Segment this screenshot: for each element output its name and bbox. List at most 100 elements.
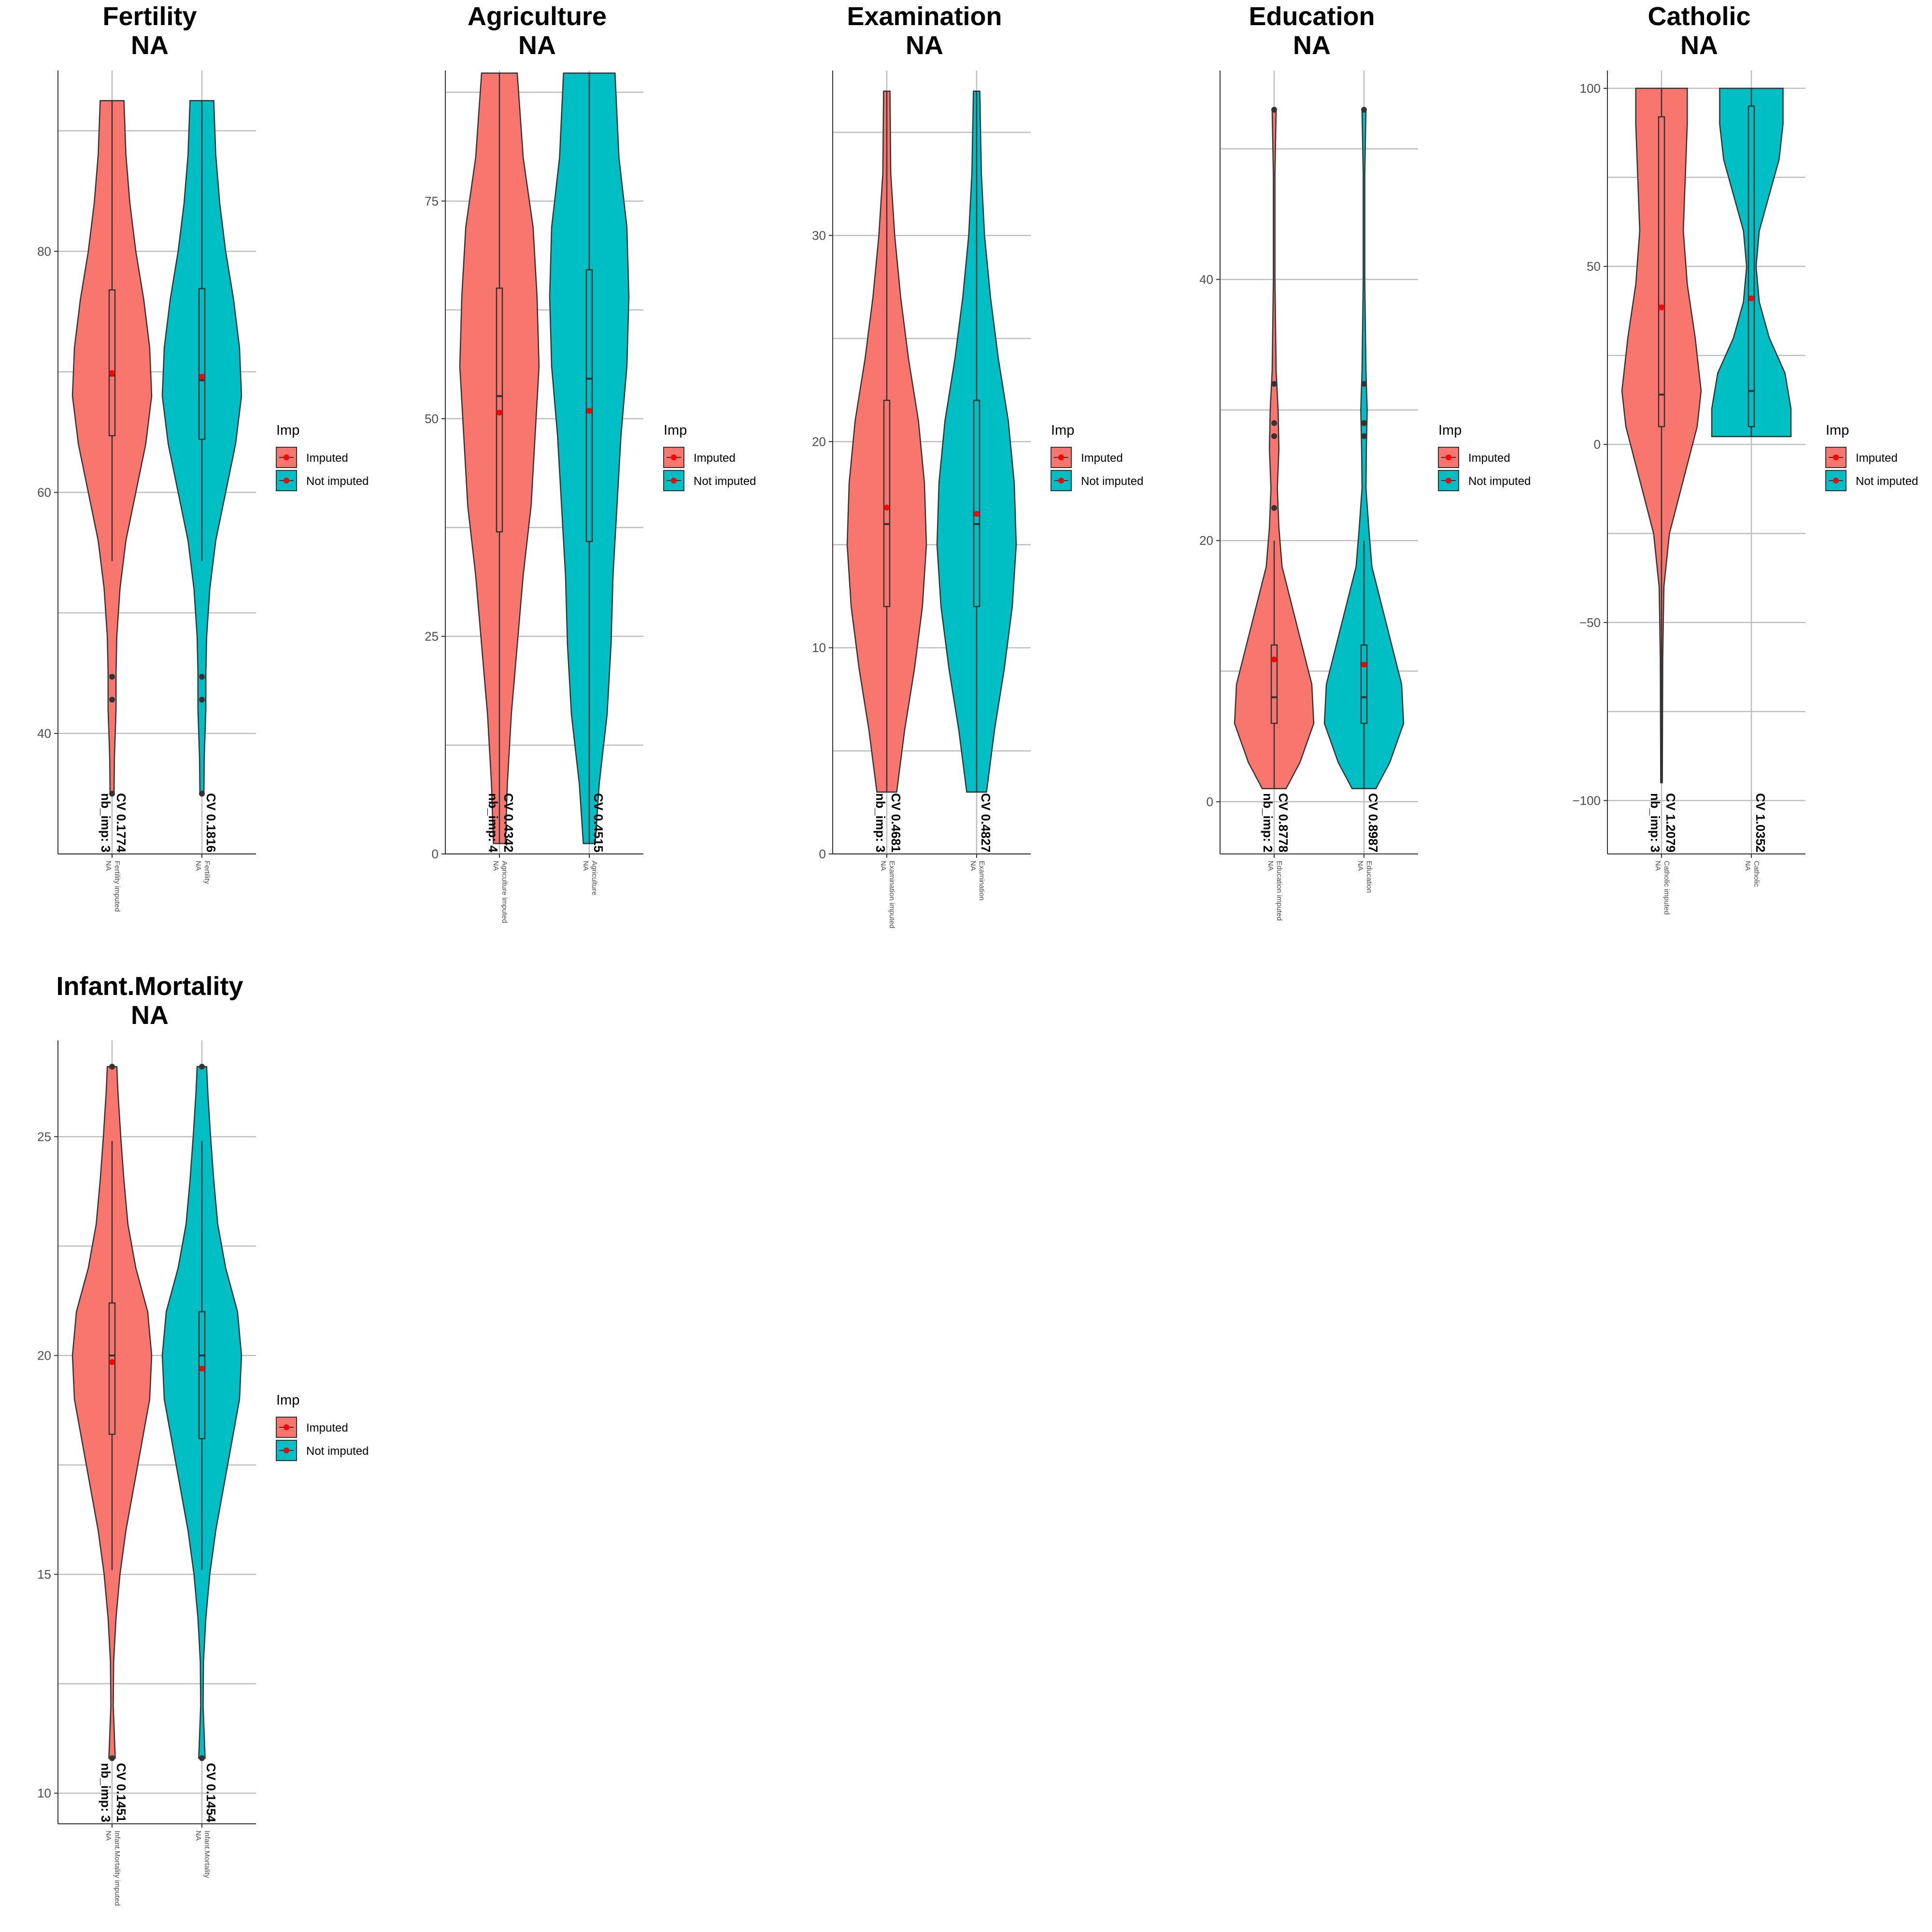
x-category-label: Education	[1365, 861, 1373, 893]
y-tick-label: 0	[1207, 795, 1213, 809]
x-category-label: Fertility	[203, 861, 211, 884]
x-category-sublabel: NA	[104, 861, 113, 871]
boxplot-box	[1658, 116, 1665, 427]
y-tick-label: 10	[37, 1786, 51, 1801]
cv-label: CV 0.4681	[889, 793, 903, 852]
boxplot-box	[973, 399, 980, 608]
outlier-point	[1271, 505, 1277, 511]
mean-point	[109, 1359, 115, 1365]
legend-label-imputed: Imputed	[306, 1421, 348, 1435]
cv-label: CV 0.4342	[501, 793, 516, 852]
cv-label: CV 1.2079	[1663, 793, 1678, 852]
mean-point	[109, 370, 115, 376]
outlier-point	[109, 1064, 115, 1070]
legend-key-mean	[284, 478, 289, 483]
x-category-sublabel: NA	[492, 861, 500, 871]
outlier-point	[109, 696, 115, 703]
x-category-label: Education imputed	[1275, 861, 1283, 921]
outlier-point	[1361, 433, 1367, 439]
panel-title: Agriculture	[468, 2, 607, 31]
x-category-sublabel: NA	[1266, 861, 1275, 871]
mean-point	[1271, 656, 1277, 663]
x-category-label: Infant.Mortality imputed	[113, 1831, 121, 1906]
mean-point	[1659, 304, 1664, 311]
panel-title: Catholic	[1648, 2, 1750, 31]
legend-key-mean	[1058, 455, 1064, 460]
legend-label-not-imputed: Not imputed	[306, 1445, 369, 1458]
panel-title: Education	[1249, 2, 1375, 31]
panel-subtitle: NA	[131, 1001, 169, 1030]
panel-title: Examination	[847, 2, 1002, 31]
legend-title: Imp	[1051, 423, 1074, 438]
panel-subtitle: NA	[1680, 31, 1718, 60]
boxplot-box	[108, 289, 116, 437]
cv-label: CV 0.8987	[1366, 793, 1380, 852]
x-category-sublabel: NA	[1744, 861, 1752, 871]
legend-key-mean	[284, 1424, 289, 1430]
x-category-label: Catholic imputed	[1662, 861, 1671, 915]
boxplot-box	[198, 1311, 206, 1439]
panel-subtitle: NA	[518, 31, 556, 60]
outlier-point	[1271, 433, 1277, 439]
boxplot-box	[1747, 105, 1755, 427]
legend-key-mean	[284, 455, 289, 460]
outlier-point	[109, 1755, 115, 1762]
panel-title: Fertility	[102, 2, 197, 31]
y-tick-label: 50	[1587, 259, 1601, 274]
x-category-sublabel: NA	[194, 1831, 202, 1841]
legend-title: Imp	[1438, 423, 1462, 438]
legend-label-not-imputed: Not imputed	[1468, 475, 1531, 488]
nb-imp-label: nb_imp: 3	[1648, 793, 1662, 852]
outlier-point	[1271, 107, 1277, 113]
x-category-sublabel: NA	[582, 861, 590, 871]
panel-title: Infant.Mortality	[57, 972, 243, 1001]
y-tick-label: 15	[37, 1567, 51, 1581]
y-tick-label: 20	[37, 1348, 51, 1363]
y-tick-label: 25	[37, 1129, 51, 1144]
legend-label-not-imputed: Not imputed	[1856, 475, 1918, 488]
nb-imp-label: nb_imp: 3	[99, 793, 113, 852]
legend-label-imputed: Imputed	[1081, 452, 1123, 465]
legend-key-mean	[1833, 478, 1839, 483]
cv-label: CV 1.0352	[1753, 793, 1768, 852]
outlier-point	[1361, 107, 1367, 113]
cv-label: CV 0.1451	[114, 1763, 128, 1822]
nb-imp-label: nb_imp: 4	[486, 793, 500, 852]
x-category-label: Infant.Mortality	[203, 1831, 211, 1878]
legend-key-mean	[1446, 478, 1451, 483]
y-tick-label: 25	[425, 629, 439, 643]
y-tick-label: 75	[425, 194, 439, 208]
outlier-point	[1271, 381, 1277, 387]
y-tick-label: 80	[37, 244, 51, 258]
y-tick-label: 0	[432, 847, 439, 861]
cv-label: CV 0.4827	[979, 793, 993, 852]
legend-key-mean	[1833, 455, 1839, 460]
legend-label-not-imputed: Not imputed	[1081, 475, 1143, 488]
y-tick-label: 10	[812, 640, 826, 655]
boxplot-box	[585, 269, 593, 542]
boxplot-box	[108, 1302, 116, 1435]
x-category-sublabel: NA	[969, 861, 977, 871]
legend-label-imputed: Imputed	[1856, 452, 1898, 465]
boxplot-box	[198, 288, 206, 440]
outlier-point	[199, 791, 205, 797]
x-category-label: Agriculture imputed	[500, 861, 509, 923]
legend-key-mean	[671, 478, 677, 483]
outlier-point	[1361, 420, 1367, 426]
x-category-label: Agriculture	[590, 861, 598, 895]
outlier-point	[199, 1755, 205, 1762]
outlier-point	[1271, 420, 1277, 426]
outlier-point	[1361, 381, 1367, 387]
x-category-label: Fertility imputed	[113, 861, 121, 912]
cv-label: CV 0.1454	[204, 1763, 218, 1822]
mean-point	[1748, 295, 1754, 301]
cv-label: CV 0.8778	[1276, 793, 1291, 852]
legend-label-not-imputed: Not imputed	[306, 475, 369, 488]
nb-imp-label: nb_imp: 2	[1261, 793, 1275, 852]
outlier-point	[199, 1064, 205, 1070]
boxplot-box	[883, 399, 891, 608]
legend-title: Imp	[664, 423, 687, 438]
